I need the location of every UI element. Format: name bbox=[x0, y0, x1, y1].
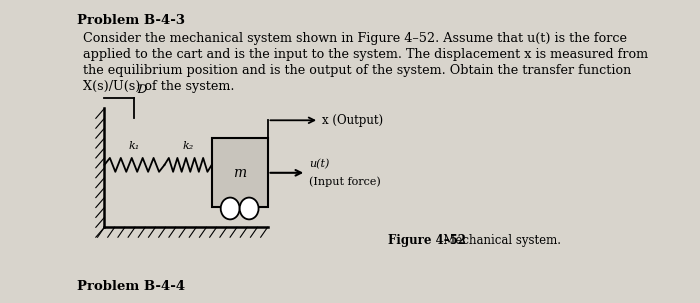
Text: Problem B-4-3: Problem B-4-3 bbox=[77, 14, 185, 27]
Text: k₁: k₁ bbox=[129, 141, 140, 151]
Text: u(t): u(t) bbox=[309, 158, 329, 169]
Text: applied to the cart and is the input to the system. The displacement x is measur: applied to the cart and is the input to … bbox=[83, 48, 648, 61]
Circle shape bbox=[220, 198, 239, 219]
Text: Figure 4–52: Figure 4–52 bbox=[388, 234, 466, 247]
Text: m: m bbox=[233, 166, 246, 180]
Bar bbox=[211, 138, 267, 208]
Text: Mechanical system.: Mechanical system. bbox=[433, 234, 561, 247]
Text: the equilibrium position and is the output of the system. Obtain the transfer fu: the equilibrium position and is the outp… bbox=[83, 64, 631, 77]
Text: k₂: k₂ bbox=[183, 141, 194, 151]
Text: $\mathcal{D}$: $\mathcal{D}$ bbox=[136, 82, 148, 95]
Circle shape bbox=[239, 198, 258, 219]
Text: Consider the mechanical system shown in Figure 4–52. Assume that u(t) is the for: Consider the mechanical system shown in … bbox=[83, 32, 627, 45]
Text: x (Output): x (Output) bbox=[321, 114, 383, 127]
Text: X(s)/U(s) of the system.: X(s)/U(s) of the system. bbox=[83, 80, 234, 93]
Text: (Input force): (Input force) bbox=[309, 177, 381, 187]
Text: Problem B-4-4: Problem B-4-4 bbox=[77, 280, 185, 293]
